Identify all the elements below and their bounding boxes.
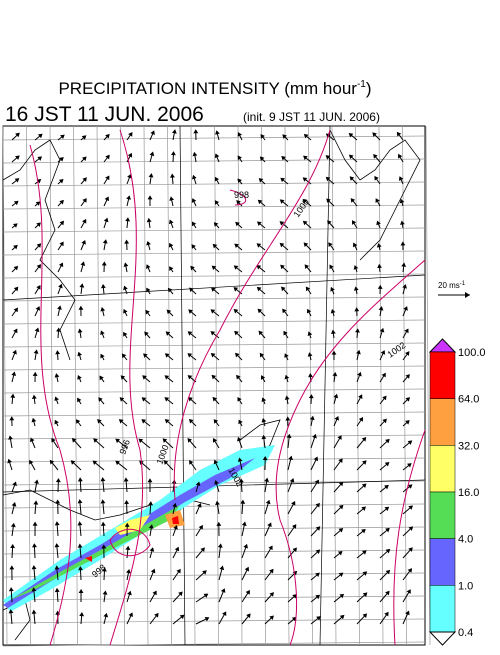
wind-scale-text: 20 ms [438, 281, 460, 290]
colorbar-label: 1.0 [458, 580, 473, 592]
colorbar-under [430, 632, 455, 645]
grid-line [426, 126, 430, 645]
wind-scale-head [465, 292, 470, 298]
contour-label: 998 [234, 190, 249, 200]
colorbar-label: 0.4 [458, 627, 473, 639]
colorbar-label: 100.0 [458, 347, 486, 359]
wind-scale-label: 20 ms-1 [438, 281, 466, 290]
colorbar-label: 32.0 [458, 440, 479, 452]
title-close: ) [366, 79, 372, 98]
wind-scale: 20 ms-1 [438, 281, 470, 298]
colorbar: 100.0 64.0 32.0 16.0 4.0 1.0 0.4 [430, 339, 486, 645]
map: 998 1000 1002 998 1000 1002 996 [3, 126, 430, 646]
wind-scale-sup: -1 [460, 281, 466, 287]
colorbar-bin [430, 585, 455, 632]
valid-time: 16 JST 11 JUN. 2006 [5, 103, 204, 126]
colorbar-bin [430, 539, 455, 586]
colorbar-bin [430, 445, 455, 492]
title-text: PRECIPITATION INTENSITY (mm hour [58, 79, 357, 98]
colorbar-over [430, 339, 455, 352]
colorbar-label: 16.0 [458, 487, 479, 499]
colorbar-label: 4.0 [458, 534, 473, 546]
title: PRECIPITATION INTENSITY (mm hour-1) [58, 79, 371, 98]
colorbar-bin [430, 399, 455, 446]
colorbar-bin [430, 352, 455, 399]
init-time: (init. 9 JST 11 JUN. 2006) [243, 110, 380, 124]
colorbar-label: 64.0 [458, 394, 479, 406]
colorbar-bin [430, 492, 455, 539]
